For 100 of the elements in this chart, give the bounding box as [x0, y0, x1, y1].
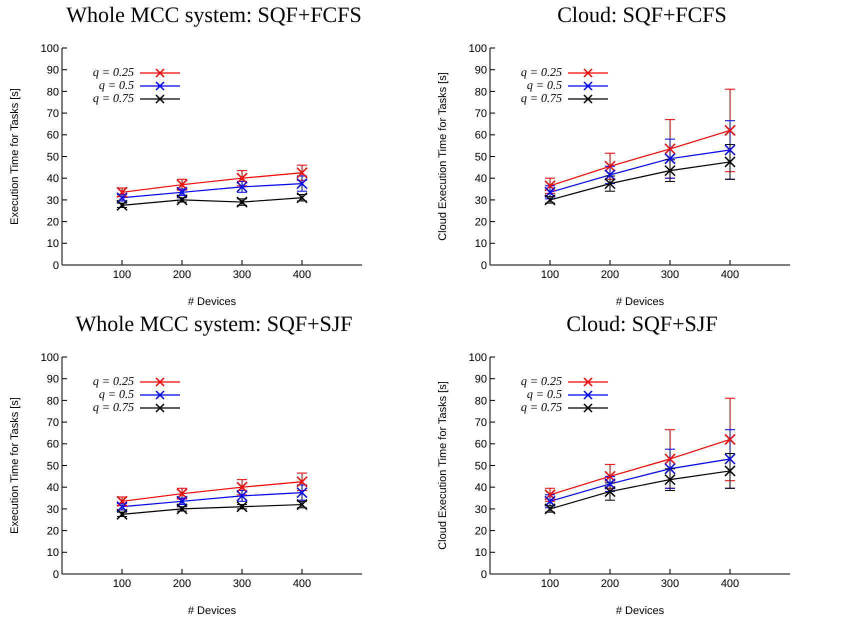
y-tick-label: 100: [468, 352, 487, 364]
chart-title: Cloud: SQF+FCFS: [556, 2, 728, 28]
y-tick-label: 50: [474, 460, 487, 472]
chart-title: Whole MCC system: SQF+SJF: [74, 311, 354, 337]
point: [664, 453, 676, 465]
point: [296, 178, 308, 190]
y-tick-label: 40: [474, 482, 487, 494]
y-tick-label: 40: [46, 173, 59, 186]
y-tick-label: 40: [474, 173, 487, 186]
point: [724, 144, 736, 156]
y-tick-label: 40: [46, 482, 59, 494]
y-tick-label: 30: [474, 194, 487, 207]
x-tick-label: 400: [720, 268, 740, 281]
y-tick-label: 80: [474, 86, 487, 98]
point: [116, 200, 128, 212]
y-tick-label: 50: [46, 151, 59, 164]
y-tick-label: 70: [474, 108, 487, 120]
x-axis-title: # Devices: [188, 296, 237, 308]
point: [604, 160, 616, 172]
point: [604, 478, 616, 490]
x-tick-label: 200: [172, 268, 192, 281]
x-tick-label: 400: [720, 578, 740, 590]
x-tick-label: 200: [600, 578, 620, 590]
y-tick-label: 60: [46, 130, 59, 142]
point: [604, 178, 616, 190]
y-tick-label: 0: [480, 260, 487, 272]
point: [664, 474, 676, 486]
x-tick-label: 200: [600, 268, 620, 281]
legend-label: q = 0.75: [92, 400, 134, 415]
y-tick-label: 80: [46, 395, 59, 408]
y-tick-label: 90: [46, 374, 59, 386]
legend-label: q = 0.5: [98, 78, 134, 93]
y-tick-label: 70: [474, 417, 487, 430]
y-tick-label: 90: [474, 374, 487, 386]
y-tick-label: 0: [52, 568, 59, 581]
x-tick-label: 400: [292, 268, 312, 281]
y-tick-label: 60: [46, 438, 59, 451]
point: [724, 156, 736, 168]
y-tick-label: 20: [474, 526, 487, 538]
x-axis-title: # Devices: [616, 605, 665, 617]
legend-label: q = 0.25: [92, 374, 134, 389]
y-tick-label: 80: [46, 86, 59, 98]
y-tick-label: 10: [474, 547, 487, 560]
point: [724, 124, 736, 136]
y-axis-title: Execution Time for Tasks [s]: [8, 397, 21, 534]
y-tick-label: 100: [468, 42, 487, 55]
y-tick-label: 100: [40, 352, 59, 364]
point: [664, 152, 676, 164]
point: [236, 500, 248, 512]
x-tick-label: 100: [112, 268, 132, 281]
x-tick-label: 300: [232, 578, 252, 590]
y-tick-label: 70: [46, 108, 59, 120]
point: [604, 486, 616, 498]
chart-title: Cloud: SQF+SJF: [565, 311, 719, 337]
x-axis-title: # Devices: [188, 605, 237, 617]
y-tick-label: 60: [474, 438, 487, 451]
point: [296, 486, 308, 498]
legend-label: q = 0.25: [92, 65, 134, 80]
y-tick-label: 10: [46, 547, 59, 560]
y-tick-label: 30: [46, 504, 59, 516]
y-tick-label: 0: [52, 260, 59, 272]
x-tick-label: 200: [172, 578, 192, 590]
x-tick-label: 100: [112, 578, 132, 590]
y-tick-label: 50: [46, 460, 59, 472]
legend-label: q = 0.25: [520, 374, 562, 389]
legend-label: q = 0.75: [520, 91, 562, 106]
y-tick-label: 80: [474, 395, 487, 408]
x-tick-label: 300: [660, 578, 680, 590]
y-tick-label: 30: [474, 504, 487, 516]
y-tick-label: 90: [474, 64, 487, 77]
point: [176, 194, 188, 206]
y-tick-label: 20: [46, 526, 59, 538]
x-tick-label: 300: [660, 268, 680, 281]
legend-label: q = 0.75: [92, 91, 134, 106]
x-tick-label: 400: [292, 578, 312, 590]
y-tick-label: 10: [46, 238, 59, 250]
point: [664, 164, 676, 176]
point: [664, 463, 676, 475]
point: [724, 465, 736, 477]
y-tick-label: 30: [46, 194, 59, 207]
y-axis-title: Cloud Execution Time for Tasks [s]: [436, 72, 449, 241]
x-tick-label: 100: [540, 578, 560, 590]
point: [724, 453, 736, 465]
y-tick-label: 20: [474, 216, 487, 229]
y-tick-label: 60: [474, 130, 487, 142]
legend-label: q = 0.25: [520, 65, 562, 80]
y-tick-label: 0: [480, 568, 487, 581]
x-axis-title: # Devices: [616, 296, 665, 308]
y-tick-label: 50: [474, 151, 487, 164]
chart-title: Whole MCC system: SQF+FCFS: [65, 2, 363, 28]
y-tick-label: 90: [46, 64, 59, 77]
point: [116, 508, 128, 520]
y-axis-title: Cloud Execution Time for Tasks [s]: [436, 381, 449, 550]
y-tick-label: 20: [46, 216, 59, 229]
legend-label: q = 0.5: [526, 78, 562, 93]
point: [724, 434, 736, 446]
legend-label: q = 0.5: [526, 387, 562, 402]
legend-label: q = 0.5: [98, 387, 134, 402]
x-tick-label: 300: [232, 268, 252, 281]
legend-label: q = 0.75: [520, 400, 562, 415]
